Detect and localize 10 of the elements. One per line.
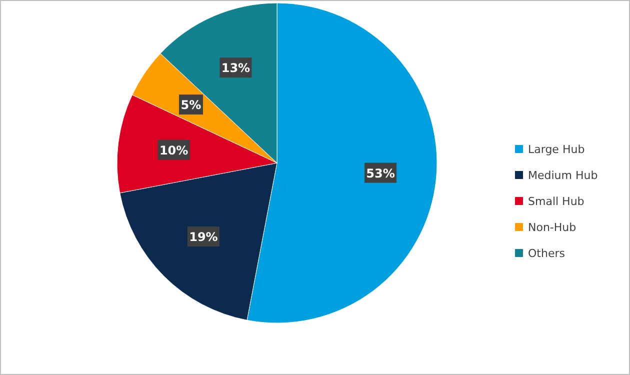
legend-label: Medium Hub bbox=[528, 169, 598, 182]
data-label: 5% bbox=[180, 98, 202, 112]
data-label: 53% bbox=[366, 166, 395, 180]
legend-label: Others bbox=[528, 247, 566, 260]
data-label: 13% bbox=[221, 61, 250, 76]
legend-label: Large Hub bbox=[528, 143, 585, 156]
legend-label: Non-Hub bbox=[528, 221, 576, 234]
data-label: 19% bbox=[189, 230, 218, 244]
legend-label: Small Hub bbox=[528, 195, 584, 208]
data-label: 10% bbox=[159, 143, 188, 158]
